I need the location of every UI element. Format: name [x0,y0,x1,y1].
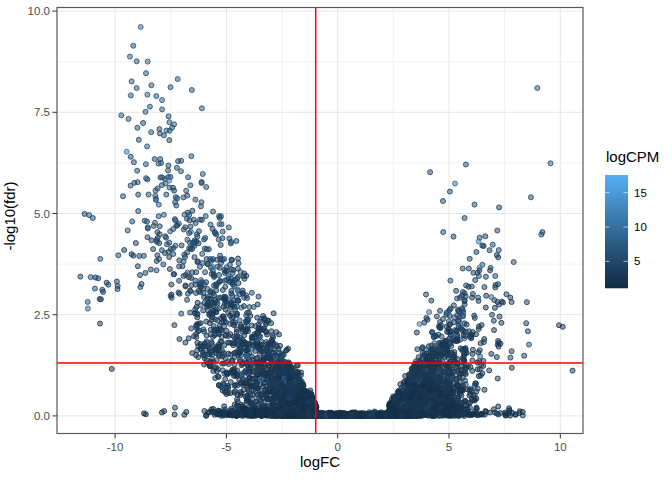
svg-text:5: 5 [446,441,452,453]
svg-text:-5: -5 [221,441,231,453]
svg-text:-log10(fdr): -log10(fdr) [1,181,18,250]
svg-text:5.0: 5.0 [34,208,50,220]
svg-text:logFC: logFC [300,453,340,470]
svg-text:0.0: 0.0 [34,410,50,422]
svg-text:10: 10 [554,441,567,453]
svg-text:15: 15 [634,187,647,199]
svg-text:logCPM: logCPM [606,148,659,165]
svg-text:10.0: 10.0 [28,5,50,17]
svg-text:7.5: 7.5 [34,106,50,118]
svg-text:0: 0 [334,441,340,453]
svg-text:10: 10 [634,221,647,233]
svg-text:5: 5 [634,255,640,267]
svg-text:-10: -10 [107,441,124,453]
svg-text:2.5: 2.5 [34,309,50,321]
